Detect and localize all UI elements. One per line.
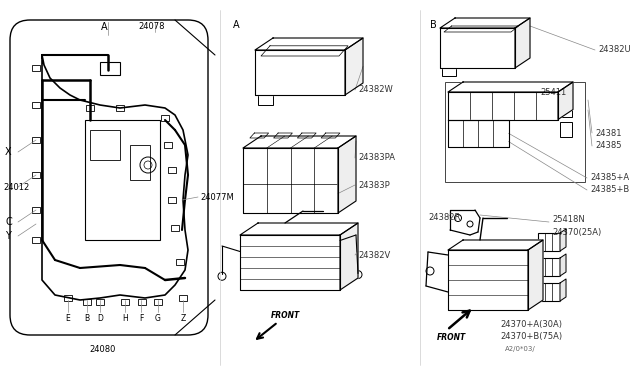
Bar	[86, 105, 94, 111]
Polygon shape	[243, 136, 356, 148]
Text: 24385: 24385	[595, 141, 621, 151]
Text: FRONT: FRONT	[437, 333, 467, 342]
Polygon shape	[243, 148, 338, 213]
Text: 24385+A: 24385+A	[590, 173, 629, 183]
Polygon shape	[560, 279, 566, 301]
Text: 24077M: 24077M	[200, 192, 234, 202]
Bar	[445, 82, 585, 182]
Bar	[32, 102, 40, 108]
Bar	[130, 145, 150, 180]
Bar	[258, 95, 273, 105]
Text: 24385+B: 24385+B	[590, 186, 629, 195]
Bar	[538, 283, 560, 301]
Bar	[442, 68, 456, 76]
Polygon shape	[255, 38, 363, 50]
Bar	[64, 295, 72, 301]
Text: 24370+B(75A): 24370+B(75A)	[500, 332, 562, 341]
Text: 24381: 24381	[595, 128, 621, 138]
Bar	[168, 167, 176, 173]
Bar	[138, 299, 146, 305]
Bar	[96, 299, 104, 305]
Polygon shape	[448, 82, 573, 92]
Polygon shape	[448, 240, 543, 250]
Bar	[179, 295, 187, 301]
Bar	[154, 299, 162, 305]
Text: E: E	[66, 314, 70, 323]
Bar	[171, 225, 179, 231]
Text: B: B	[430, 20, 436, 30]
Text: 24012: 24012	[3, 183, 29, 192]
Bar	[100, 62, 120, 75]
Polygon shape	[515, 18, 530, 68]
Polygon shape	[240, 235, 340, 290]
Text: 24382U: 24382U	[598, 45, 630, 55]
Text: 24370+A(30A): 24370+A(30A)	[500, 320, 562, 329]
Text: A: A	[100, 22, 108, 32]
Bar	[560, 122, 572, 137]
Text: 24370(25A): 24370(25A)	[552, 228, 601, 237]
Polygon shape	[448, 250, 528, 310]
Text: G: G	[155, 314, 161, 323]
Polygon shape	[560, 254, 566, 276]
Bar	[32, 137, 40, 143]
Bar	[32, 207, 40, 213]
Text: 24382R: 24382R	[428, 213, 460, 222]
Polygon shape	[440, 18, 530, 28]
Text: C: C	[5, 217, 12, 227]
Text: 25411: 25411	[540, 88, 566, 97]
Bar	[538, 258, 560, 276]
Text: 24382V: 24382V	[358, 250, 390, 260]
Bar	[116, 105, 124, 111]
Text: A: A	[233, 20, 239, 30]
Polygon shape	[340, 223, 358, 290]
Bar	[176, 259, 184, 265]
Text: Z: Z	[180, 314, 186, 323]
Polygon shape	[440, 28, 515, 68]
Polygon shape	[338, 136, 356, 213]
Bar	[32, 172, 40, 178]
Bar	[32, 237, 40, 243]
Bar	[32, 65, 40, 71]
Bar	[121, 299, 129, 305]
Text: A2/0*03/: A2/0*03/	[505, 346, 536, 352]
Bar	[560, 102, 572, 117]
Text: 24382W: 24382W	[358, 86, 393, 94]
Text: D: D	[97, 314, 103, 323]
Text: F: F	[139, 314, 143, 323]
Polygon shape	[558, 82, 573, 119]
Bar	[168, 197, 176, 203]
Polygon shape	[448, 119, 509, 147]
Text: X: X	[5, 147, 12, 157]
Polygon shape	[255, 50, 345, 95]
Polygon shape	[560, 229, 566, 251]
Bar	[161, 115, 169, 121]
Text: 25418N: 25418N	[552, 215, 585, 224]
Bar	[538, 233, 560, 251]
Bar	[164, 142, 172, 148]
Text: Y: Y	[5, 231, 11, 241]
Bar	[83, 299, 91, 305]
Polygon shape	[448, 92, 558, 119]
Text: H: H	[122, 314, 128, 323]
Text: 24080: 24080	[90, 345, 116, 354]
Bar	[90, 130, 120, 160]
Polygon shape	[345, 38, 363, 95]
Text: 24383P: 24383P	[358, 180, 390, 189]
Text: 24078: 24078	[138, 22, 164, 31]
Text: B: B	[84, 314, 90, 323]
Bar	[85, 120, 160, 240]
Text: 24383PA: 24383PA	[358, 154, 395, 163]
Polygon shape	[528, 240, 543, 310]
Polygon shape	[240, 223, 358, 235]
Text: FRONT: FRONT	[271, 311, 300, 320]
